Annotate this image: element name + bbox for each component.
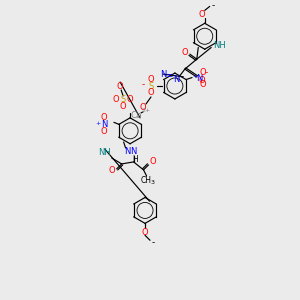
Text: O: O: [120, 102, 126, 111]
Text: N: N: [130, 148, 137, 157]
Text: +: +: [192, 74, 198, 79]
Text: O: O: [198, 10, 205, 19]
Text: -: -: [204, 68, 208, 77]
Text: -: -: [141, 80, 145, 89]
Text: S: S: [148, 82, 154, 91]
Text: O: O: [148, 75, 154, 84]
Text: N: N: [196, 74, 202, 83]
Text: N: N: [173, 75, 179, 84]
Text: O: O: [182, 48, 188, 57]
Text: H: H: [133, 155, 138, 164]
Text: O: O: [148, 88, 154, 98]
Text: 3: 3: [151, 180, 154, 185]
Text: O: O: [127, 95, 134, 104]
Text: N: N: [160, 70, 166, 79]
Text: O: O: [200, 68, 206, 77]
Text: CH: CH: [141, 176, 152, 185]
Text: O: O: [100, 127, 107, 136]
Text: S: S: [121, 95, 126, 104]
Text: -: -: [211, 1, 214, 10]
Text: =: =: [166, 72, 172, 81]
Text: N: N: [124, 148, 131, 157]
Text: Ca: Ca: [130, 111, 142, 120]
Text: O: O: [108, 167, 115, 176]
Text: NH: NH: [98, 148, 111, 158]
Text: O: O: [198, 76, 205, 85]
Text: O: O: [149, 158, 156, 166]
Text: 2+: 2+: [141, 108, 151, 113]
Text: O: O: [142, 228, 148, 237]
Text: O: O: [113, 95, 119, 104]
Text: NH: NH: [213, 41, 226, 50]
Text: +: +: [95, 121, 101, 126]
Text: O: O: [200, 80, 206, 89]
Text: O: O: [100, 113, 107, 122]
Text: O: O: [117, 82, 124, 91]
Text: N: N: [101, 120, 107, 129]
Text: O: O: [140, 103, 146, 112]
Text: -: -: [152, 238, 154, 247]
